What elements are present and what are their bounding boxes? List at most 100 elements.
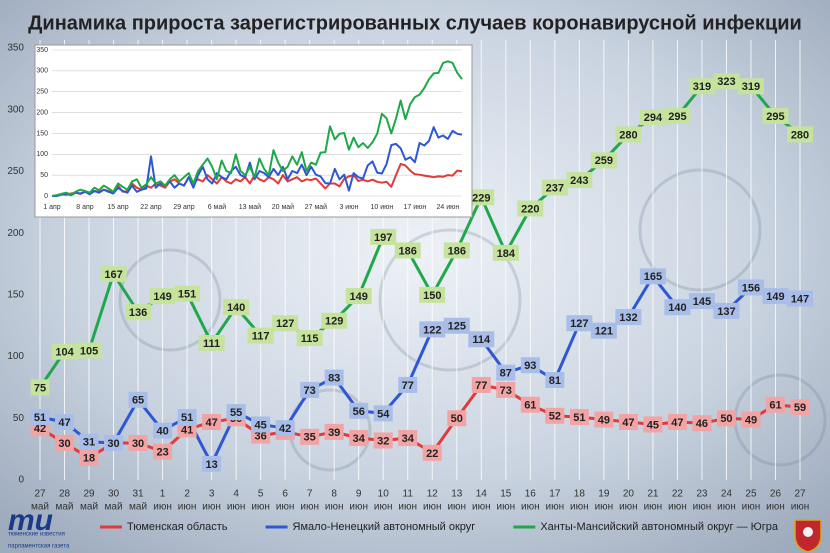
data-label-bg	[594, 411, 614, 428]
data-label-bg	[787, 290, 813, 307]
data-label: 140	[227, 302, 245, 314]
data-label-bg	[398, 376, 418, 393]
x-tick-label: июн	[668, 502, 687, 513]
series-line	[51, 60, 463, 197]
data-label-bg	[566, 172, 593, 189]
data-label: 30	[132, 438, 144, 450]
data-label: 75	[34, 382, 46, 394]
data-label: 49	[745, 414, 757, 426]
x-tick-label: 14	[476, 489, 488, 500]
data-label-bg	[100, 265, 127, 282]
x-tick-label: 13 май	[239, 203, 261, 211]
y-tick-label: 100	[36, 151, 48, 158]
data-label: 125	[448, 321, 466, 333]
x-tick-label: 7	[307, 489, 313, 500]
data-label: 13	[205, 459, 217, 471]
x-tick-label: 16	[525, 489, 537, 500]
x-tick-label: 20	[623, 489, 635, 500]
x-tick-label: июн	[619, 502, 638, 513]
data-label: 56	[353, 406, 365, 418]
x-tick-label: 6 май	[208, 203, 227, 211]
data-label-bg	[79, 433, 99, 450]
data-label: 35	[304, 432, 316, 444]
data-label: 127	[276, 318, 294, 330]
data-label-bg	[566, 315, 593, 332]
data-label-bg	[422, 444, 442, 461]
data-label: 319	[742, 81, 760, 93]
y-tick-label: 300	[7, 104, 24, 115]
data-label-bg	[520, 357, 540, 374]
data-label-bg	[296, 330, 323, 347]
x-tick-label: 8 апр	[76, 204, 94, 211]
x-tick-label: 28	[59, 489, 71, 500]
data-label: 30	[107, 438, 119, 450]
legend-label: Тюменская область	[127, 521, 228, 533]
data-label-bg	[419, 321, 446, 338]
x-tick-label: июн	[521, 502, 540, 513]
logo-mark: mu	[8, 504, 53, 537]
x-tick-label: 19	[598, 489, 610, 500]
data-label: 151	[178, 289, 196, 301]
data-label: 52	[549, 411, 561, 423]
data-label-bg	[447, 410, 467, 427]
data-label: 294	[644, 112, 663, 124]
y-tick-label: 150	[36, 130, 48, 137]
data-label-bg	[321, 312, 348, 329]
data-label: 54	[377, 408, 390, 420]
data-label-bg	[713, 73, 740, 90]
x-tick-label: 24	[721, 489, 733, 500]
data-label: 23	[156, 447, 168, 459]
y-tick-label: 0	[44, 193, 48, 200]
data-label-bg	[618, 413, 638, 430]
x-tick-label: июн	[202, 502, 221, 513]
data-label-bg	[76, 342, 103, 359]
data-label: 140	[668, 302, 686, 314]
y-tick-label: 350	[36, 47, 48, 54]
data-label: 49	[598, 414, 610, 426]
data-label: 65	[132, 395, 144, 407]
data-label: 186	[399, 245, 417, 257]
data-label: 184	[497, 248, 516, 260]
data-label-bg	[664, 107, 691, 124]
data-label: 295	[668, 111, 686, 123]
x-tick-label: 27	[34, 489, 46, 500]
x-tick-label: 6	[282, 489, 288, 500]
data-label: 47	[622, 417, 634, 429]
data-label-bg	[443, 317, 470, 334]
data-label: 114	[472, 334, 491, 346]
x-tick-label: 22 апр	[140, 204, 161, 211]
x-tick-label: июн	[595, 502, 614, 513]
y-tick-label: 200	[36, 109, 48, 116]
data-label: 50	[720, 413, 732, 425]
x-tick-label: 3 июн	[339, 204, 358, 211]
data-label-bg	[737, 78, 764, 95]
x-tick-label: 31	[133, 489, 145, 500]
x-tick-label: 20 май	[272, 203, 294, 211]
data-label-bg	[349, 430, 369, 447]
x-tick-label: 15 апр	[107, 204, 128, 211]
data-label-bg	[545, 407, 565, 424]
x-tick-label: 24 июн	[436, 204, 459, 211]
data-label-bg	[202, 413, 222, 430]
data-label: 47	[671, 417, 683, 429]
x-tick-label: 17	[549, 489, 561, 500]
data-label-bg	[741, 411, 761, 428]
data-label-bg	[177, 421, 197, 438]
data-label: 237	[546, 182, 564, 194]
x-tick-label: май	[56, 502, 74, 513]
legend: Тюменская область Ямало-Ненецкий автономн…	[100, 521, 779, 533]
data-label-bg	[790, 399, 810, 416]
x-tick-label: июн	[644, 502, 663, 513]
data-label: 129	[325, 316, 343, 328]
data-label: 127	[570, 318, 588, 330]
data-label-bg	[370, 228, 397, 245]
data-label-bg	[692, 415, 712, 432]
data-label: 36	[255, 430, 267, 442]
data-label: 104	[55, 347, 74, 359]
data-label-bg	[787, 126, 813, 143]
data-label: 132	[619, 312, 637, 324]
data-label-bg	[443, 242, 470, 259]
data-label: 45	[647, 419, 659, 431]
data-label-bg	[471, 376, 491, 393]
y-tick-label: 200	[7, 228, 24, 239]
